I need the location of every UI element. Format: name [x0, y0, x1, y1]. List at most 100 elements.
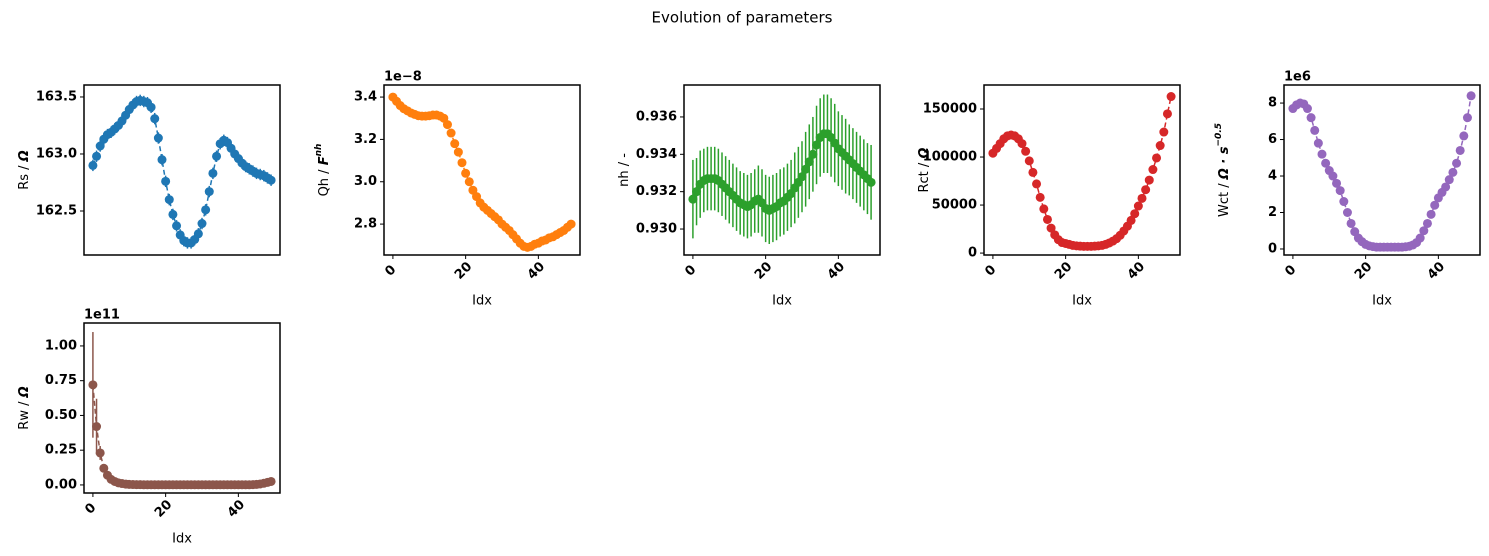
y-tick-label: 8 [1268, 96, 1277, 111]
x-tick-label: 0 [382, 262, 399, 279]
x-axis-label: Idx [472, 294, 492, 309]
marker [1346, 218, 1356, 228]
x-axis-label: Idx [772, 294, 792, 309]
marker [1455, 145, 1465, 155]
marker [457, 158, 467, 168]
x-tick-label: 20 [1052, 259, 1075, 282]
y-label-text: Qh / [317, 165, 332, 196]
x-tick-label: 0 [82, 500, 99, 517]
x-tick-label: 20 [1352, 259, 1375, 282]
marker [99, 463, 109, 473]
y-tick-label: 6 [1268, 132, 1277, 147]
marker [92, 151, 102, 161]
plot-area [88, 94, 276, 249]
series [1288, 91, 1476, 252]
offset-label: 1e6 [1284, 70, 1311, 85]
axes-frame [683, 84, 881, 256]
y-tick-label: 1.00 [45, 338, 77, 353]
x-tick-label: 40 [825, 259, 848, 282]
marker [1046, 223, 1056, 233]
marker [1321, 158, 1331, 168]
series [88, 94, 276, 249]
marker [1441, 182, 1451, 192]
y-label-sup: nh [314, 144, 324, 157]
marker [1317, 149, 1327, 159]
marker [95, 448, 105, 458]
y-tick-label: 163.5 [36, 89, 77, 104]
marker [201, 205, 211, 215]
marker [193, 229, 203, 239]
y-tick-label: 0.932 [636, 184, 677, 199]
marker [1430, 200, 1440, 210]
plot-area [1288, 91, 1476, 252]
y-tick-label: 163.0 [36, 146, 77, 161]
y-tick-label: 0.930 [636, 222, 677, 237]
marker [88, 160, 98, 170]
marker [442, 120, 452, 130]
marker [197, 219, 207, 229]
marker [172, 221, 182, 231]
y-tick-label: 4 [1268, 169, 1277, 184]
marker [450, 139, 460, 149]
y-axis-label: Rct / Ω [917, 148, 932, 193]
marker [1426, 209, 1436, 219]
plot-area [388, 92, 576, 252]
marker [446, 128, 456, 138]
marker [1452, 158, 1462, 168]
marker [1017, 139, 1027, 149]
marker [1024, 156, 1034, 166]
marker [168, 209, 178, 219]
axes-frame [83, 322, 281, 494]
figure-title: Evolution of parameters [652, 9, 833, 27]
y-axis-label: Wct / Ω · s−0.5 [1214, 123, 1232, 217]
y-axis-label: Rw / Ω [17, 386, 32, 429]
marker [808, 149, 818, 159]
marker [464, 177, 474, 187]
offset-label: 1e11 [84, 308, 120, 323]
y-tick-label: 0.50 [45, 408, 77, 423]
marker [1130, 209, 1140, 219]
marker [1310, 125, 1320, 135]
x-axis-label: Idx [172, 532, 192, 547]
marker [461, 168, 471, 178]
y-label-unit: Ω [17, 150, 32, 162]
y-tick-label: 2.8 [354, 217, 377, 232]
marker [95, 141, 105, 151]
y-tick-label: 0.936 [636, 109, 677, 124]
x-tick-label: 40 [225, 497, 248, 520]
marker [1155, 141, 1165, 151]
series [388, 92, 576, 252]
marker [688, 194, 698, 204]
x-axis-label: Idx [1372, 294, 1392, 309]
marker [797, 172, 807, 182]
marker [1141, 185, 1151, 195]
y-tick-label: 162.5 [36, 203, 77, 218]
marker [804, 157, 814, 167]
x-tick-label: 20 [752, 259, 775, 282]
marker [150, 114, 160, 124]
marker [1302, 104, 1312, 114]
marker [1466, 91, 1476, 101]
x-tick-label: 40 [1425, 259, 1448, 282]
y-label-unit: Ω [17, 386, 32, 398]
marker [1039, 204, 1049, 214]
marker [1042, 214, 1052, 224]
marker [1137, 193, 1147, 203]
series-line [92, 384, 272, 486]
x-tick-label: 0 [682, 262, 699, 279]
marker [1422, 218, 1432, 228]
marker [266, 476, 276, 486]
y-tick-label: 0 [968, 246, 977, 261]
axes-frame [1283, 84, 1481, 256]
marker [146, 102, 156, 112]
y-axis-label: Rs / Ω [17, 150, 32, 190]
marker [1162, 109, 1172, 119]
marker [1126, 215, 1136, 225]
x-tick-label: 20 [452, 259, 475, 282]
axes-frame [983, 84, 1181, 256]
y-label-text: Rs / [17, 161, 32, 189]
marker [812, 140, 822, 150]
marker [161, 176, 171, 186]
marker [1459, 131, 1469, 141]
x-tick-label: 40 [525, 259, 548, 282]
